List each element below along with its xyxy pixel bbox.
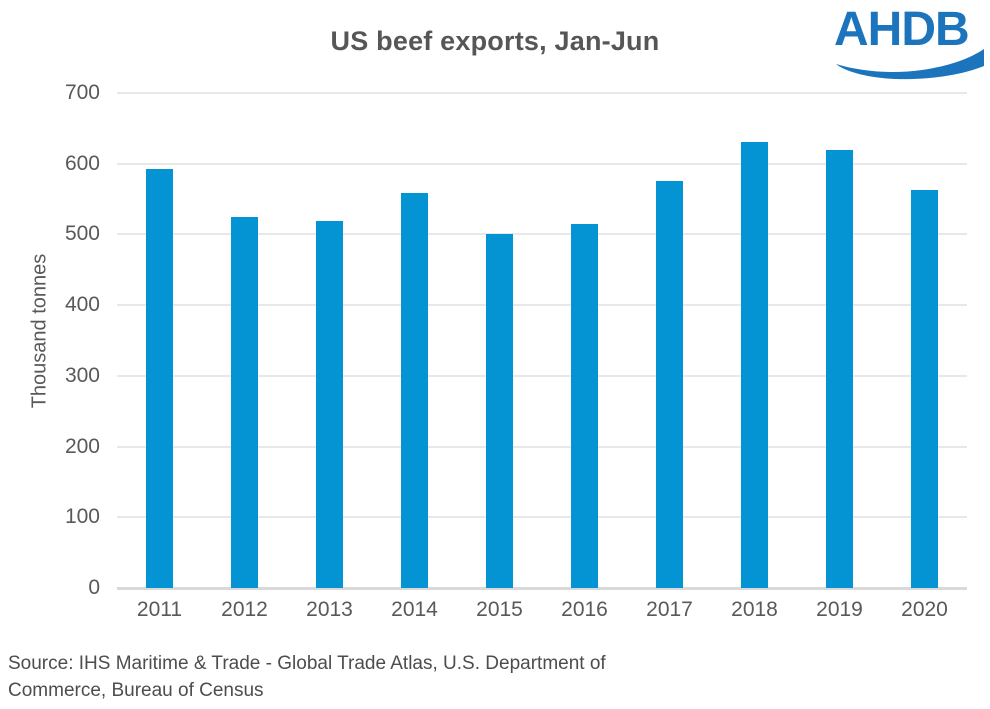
bar-2011	[146, 168, 173, 588]
bar-2017	[656, 180, 683, 588]
x-tick-label-2016: 2016	[561, 598, 608, 621]
ahdb-logo-text: AHDB	[834, 6, 969, 56]
gridline-400	[117, 304, 967, 307]
gridline-300	[117, 374, 967, 377]
y-tick-label-0: 0	[88, 576, 100, 599]
source-note: Source: IHS Maritime & Trade - Global Tr…	[8, 650, 768, 704]
y-tick-label-300: 300	[64, 363, 100, 387]
ahdb-logo: AHDB	[834, 6, 984, 80]
y-tick-label-600: 600	[64, 151, 100, 175]
x-tick-label-2015: 2015	[476, 598, 523, 621]
x-tick-label-2019: 2019	[816, 598, 863, 621]
x-tick-label-2014: 2014	[391, 598, 438, 621]
y-tick-label-500: 500	[64, 222, 100, 246]
bar-2020	[911, 189, 938, 588]
chart-title: US beef exports, Jan-Jun	[330, 26, 660, 56]
source-note-line1: Source: IHS Maritime & Trade - Global Tr…	[8, 653, 606, 674]
x-tick-label-2013: 2013	[306, 598, 353, 621]
source-note-line2: Commerce, Bureau of Census	[8, 680, 264, 701]
y-tick-label-400: 400	[64, 293, 100, 317]
gridline-500	[117, 233, 967, 236]
x-tick-label-2017: 2017	[646, 598, 693, 621]
gridline-100	[117, 516, 967, 519]
bar-2014	[401, 193, 428, 588]
y-tick-label-200: 200	[64, 434, 100, 458]
bar-2016	[571, 223, 598, 588]
ahdb-logo-swoosh	[836, 49, 984, 80]
gridline-600	[117, 162, 967, 165]
bar-2015	[486, 233, 513, 588]
bar-2019	[826, 149, 853, 588]
gridline-200	[117, 445, 967, 448]
gridline-700	[117, 92, 967, 94]
y-tick-label-700: 700	[64, 81, 100, 104]
x-tick-label-2020: 2020	[901, 598, 948, 621]
bar-2012	[231, 216, 258, 588]
bar-2018	[741, 141, 768, 588]
x-tick-label-2012: 2012	[221, 598, 268, 621]
x-tick-label-2018: 2018	[731, 598, 778, 621]
gridline-0	[117, 587, 967, 590]
bar-2013	[316, 220, 343, 588]
x-tick-label-2011: 2011	[136, 598, 183, 621]
y-tick-label-100: 100	[64, 505, 100, 529]
